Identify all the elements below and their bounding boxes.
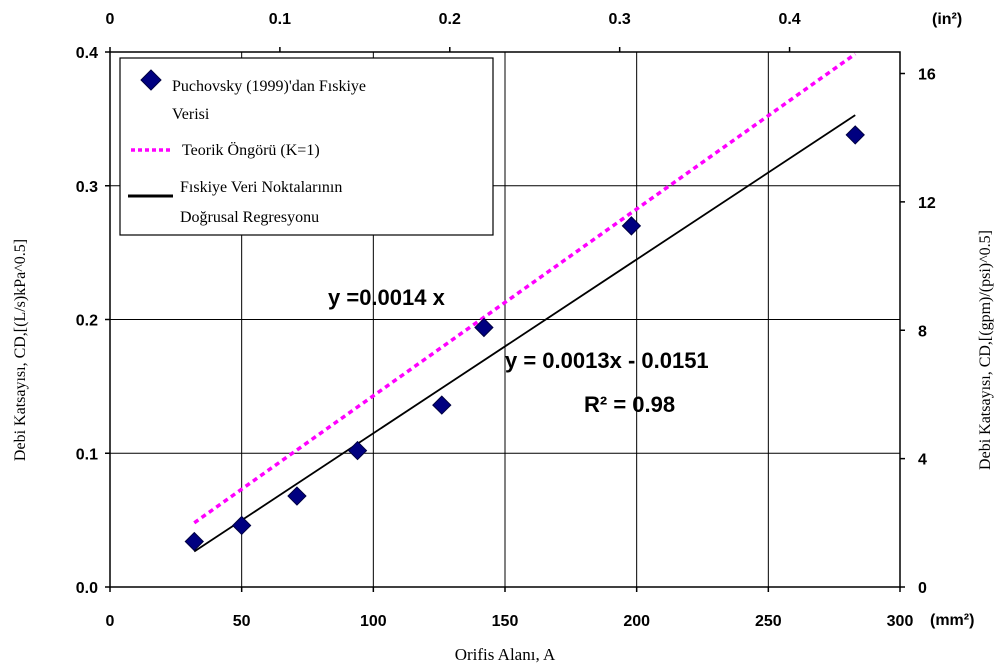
y-tick-label: 0.2	[76, 313, 98, 330]
x-tick-label: 300	[887, 613, 914, 630]
legend-label-theory: Teorik Öngörü (K=1)	[182, 141, 320, 159]
data-point-marker	[347, 440, 368, 461]
legend-box	[119, 57, 494, 236]
series-layer	[184, 52, 865, 553]
x-tick-label: 250	[755, 613, 782, 630]
y2-tick-label: 16	[918, 67, 936, 84]
legend-label-regression-line1: Fıskiye Veri Noktalarının	[180, 179, 342, 196]
data-point-marker	[621, 216, 642, 236]
x2-tick-label: 0.3	[609, 11, 631, 28]
legend-marker-data	[140, 69, 162, 91]
y-tick-label: 0.1	[76, 446, 98, 463]
x-tick-label: 0	[106, 613, 115, 630]
legend-label-data-line2: Verisi	[172, 106, 210, 123]
x2-tick-label: 0.1	[269, 11, 291, 28]
data-point-marker	[287, 486, 307, 506]
x2-tick-label: 0.2	[439, 11, 461, 28]
y-tick-label: 0.0	[76, 580, 98, 597]
legend: Puchovsky (1999)'dan Fıskiye Verisi Teor…	[119, 57, 494, 236]
y2-tick-label: 8	[918, 323, 927, 340]
y-tick-label: 0.3	[76, 179, 98, 196]
data-point-marker	[231, 515, 252, 536]
data-point-marker	[845, 125, 865, 145]
x2-tick-label: 0.4	[778, 11, 800, 28]
legend-label-data-line1: Puchovsky (1999)'dan Fıskiye	[172, 78, 366, 95]
data-point-marker	[474, 317, 494, 338]
data-point-marker	[184, 531, 204, 552]
r-squared-label: R² = 0.98	[584, 392, 675, 417]
x-tick-label: 50	[233, 613, 251, 630]
x-tick-label: 200	[623, 613, 650, 630]
y-tick-label: 0.4	[76, 45, 98, 62]
x-axis-unit: (mm²)	[930, 612, 974, 629]
x-tick-label: 150	[492, 613, 519, 630]
tick-layer: 0 50 100 150 200 250 300 0.0 0.1 0.2 0.3 0.4 0 4 8 12 16…	[76, 11, 936, 630]
x-tick-label: 100	[360, 613, 387, 630]
data-point-marker	[432, 395, 452, 415]
x2-axis-unit: (in²)	[932, 11, 962, 28]
theory-line	[193, 52, 857, 525]
regression-line	[193, 114, 856, 553]
theory-equation-label: y =0.0014 x	[328, 285, 446, 310]
regression-equation-label: y = 0.0013x - 0.0151	[505, 348, 709, 373]
y-axis-title-right: Debi Katsayısı, CD,[(gpm)/(psi)^0.5]	[977, 230, 994, 470]
y2-tick-label: 0	[918, 580, 927, 597]
x2-tick-label: 0	[106, 11, 115, 28]
y-axis-title-left: Debi Katsayısı, CD,[(L/s)kPa^0.5]	[12, 239, 29, 461]
y2-tick-label: 4	[918, 452, 927, 469]
y2-tick-label: 12	[918, 195, 936, 212]
x-axis-title: Orifis Alanı, A	[455, 645, 556, 664]
legend-label-regression-line2: Doğrusal Regresyonu	[180, 209, 319, 226]
